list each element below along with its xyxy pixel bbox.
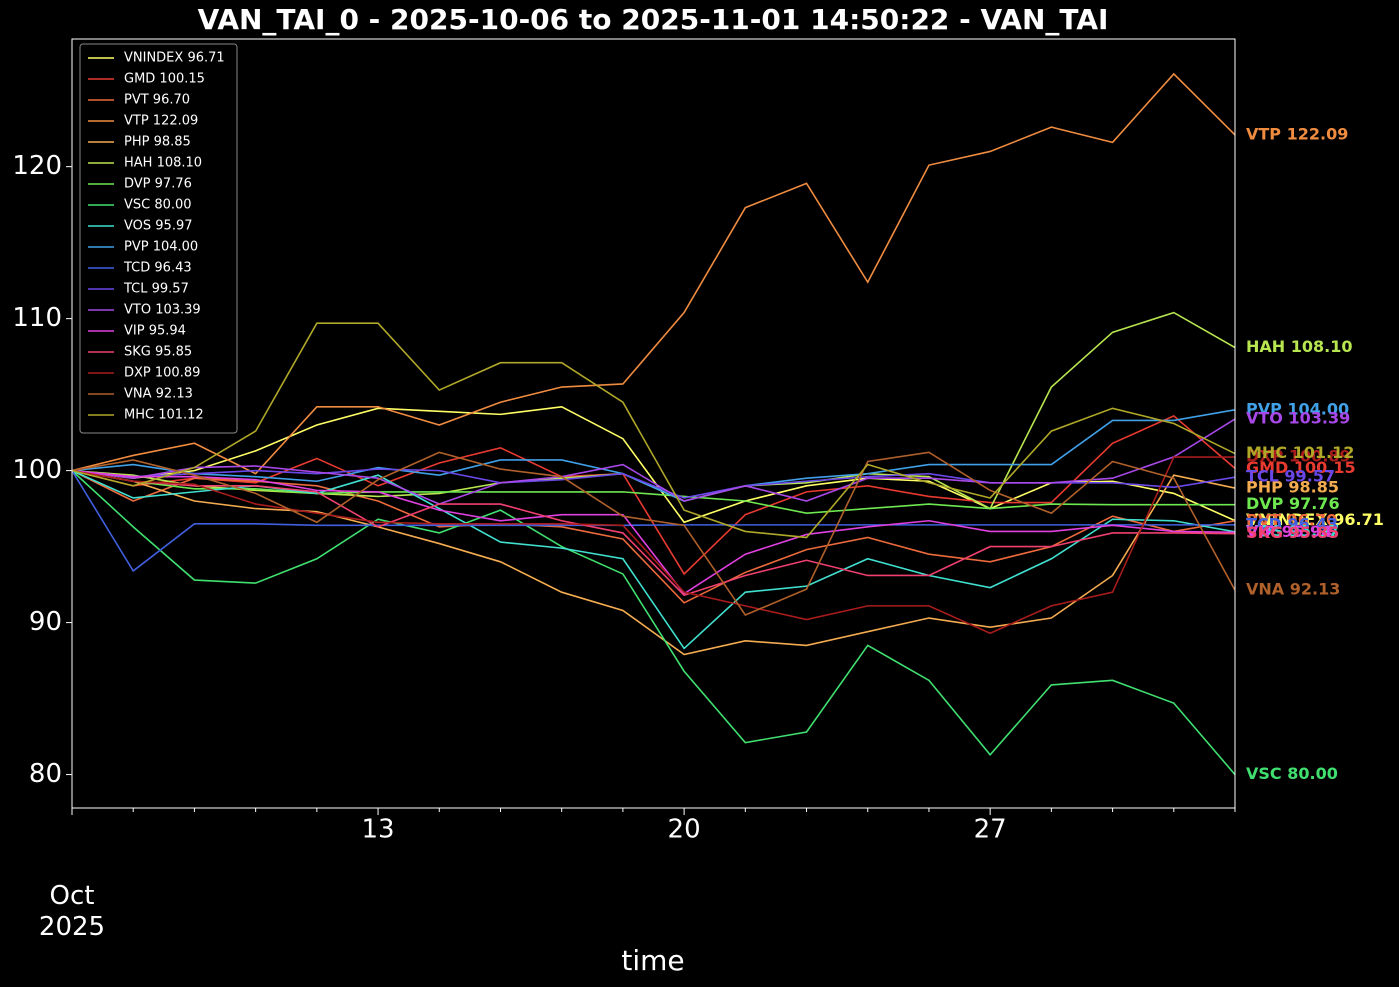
- end-label: TCD 96.43: [1246, 514, 1338, 533]
- legend-label: SKG 95.85: [124, 345, 192, 360]
- legend-label: MHC 101.12: [124, 408, 204, 423]
- end-label: TCL 99.57: [1246, 467, 1335, 486]
- x-axis-label: time: [621, 944, 684, 977]
- legend-label: DXP 100.89: [124, 366, 200, 381]
- legend-label: DVP 97.76: [124, 177, 192, 192]
- legend-label: TCL 99.57: [123, 282, 189, 297]
- end-label: SKG 95.85: [1246, 523, 1339, 542]
- legend-label: VOS 95.97: [124, 219, 193, 234]
- y-tick-label: 90: [29, 607, 62, 637]
- series-line: [72, 414, 1235, 576]
- end-label: VNA 92.13: [1246, 580, 1340, 599]
- legend-label: VIP 95.94: [124, 324, 186, 339]
- legend-label: PVT 96.70: [124, 93, 190, 108]
- x-tick-label: Oct 2025: [39, 881, 105, 942]
- end-label: VSC 80.00: [1246, 764, 1338, 783]
- series-line: [72, 469, 1235, 595]
- chart-title: VAN_TAI_0 - 2025-10-06 to 2025-11-01 14:…: [198, 3, 1109, 36]
- legend-box: [79, 43, 238, 434]
- legend-label: PVP 104.00: [124, 240, 198, 255]
- end-label: DXP 100.89: [1246, 447, 1351, 466]
- series-line: [72, 469, 1235, 514]
- legend-label: VNINDEX 96.71: [124, 51, 225, 66]
- x-tick-label: 27: [974, 815, 1007, 845]
- series-line: [72, 322, 1235, 539]
- end-label: MHC 101.12: [1246, 443, 1354, 462]
- y-tick-label: 110: [12, 303, 62, 333]
- legend-label: VTO 103.39: [124, 303, 201, 318]
- end-label: PHP 98.85: [1246, 478, 1339, 497]
- y-tick-label: 80: [29, 759, 62, 789]
- series-line: [72, 409, 1235, 502]
- legend-label: VTP 122.09: [124, 114, 198, 129]
- y-tick-label: 120: [12, 151, 62, 181]
- end-label: VIP 95.94: [1246, 522, 1332, 541]
- series-line: [72, 469, 1235, 656]
- end-label: VOS 95.97: [1246, 521, 1339, 540]
- x-tick-label: 20: [668, 815, 701, 845]
- end-label: GMD 100.15: [1246, 458, 1356, 477]
- series-line: [72, 469, 1235, 597]
- series-line: [72, 470, 1235, 573]
- legend-label: PHP 98.85: [124, 135, 191, 150]
- series-line: [72, 456, 1235, 635]
- end-label: VNINDEX 96.71: [1246, 510, 1384, 529]
- end-label: VTO 103.39: [1246, 409, 1350, 428]
- legend-label: HAH 108.10: [124, 156, 202, 171]
- y-tick-label: 100: [12, 455, 62, 485]
- series-line: [72, 72, 1235, 475]
- legend-label: VNA 92.13: [124, 387, 193, 402]
- end-label: DVP 97.76: [1246, 494, 1340, 513]
- end-label: PVP 104.00: [1246, 399, 1349, 418]
- x-tick-label: 13: [362, 815, 395, 845]
- series-line: [72, 405, 1235, 524]
- series-line: [72, 470, 1235, 776]
- legend-label: TCD 96.43: [123, 261, 192, 276]
- end-label: VTP 122.09: [1246, 124, 1348, 143]
- plot-frame: [71, 38, 1236, 809]
- series-line: [72, 451, 1235, 616]
- legend-label: VSC 80.00: [124, 198, 192, 213]
- end-label: PVT 96.70: [1246, 510, 1337, 529]
- legend-label: GMD 100.15: [124, 72, 205, 87]
- series-line: [72, 418, 1235, 505]
- end-label: HAH 108.10: [1246, 337, 1352, 356]
